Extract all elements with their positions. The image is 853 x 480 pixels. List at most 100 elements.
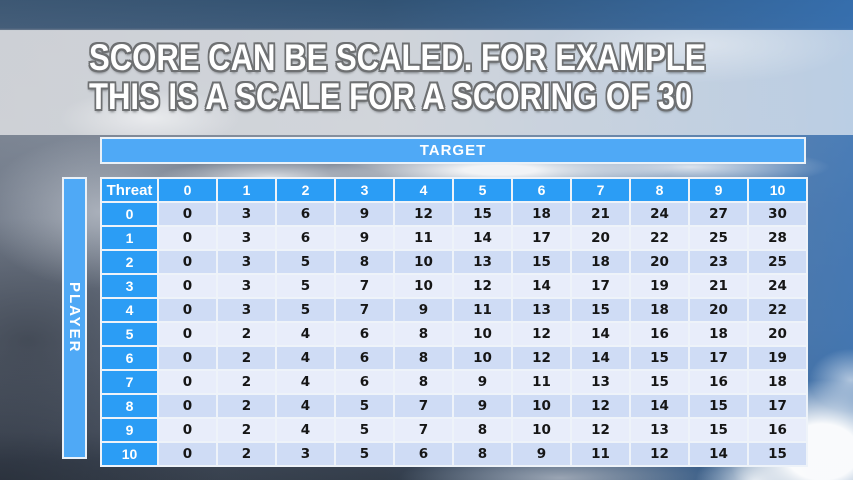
score-cell: 2 — [218, 371, 275, 393]
column-header-cell: 5 — [454, 179, 511, 201]
score-cell: 24 — [749, 275, 806, 297]
score-cell: 20 — [749, 323, 806, 345]
score-cell: 16 — [631, 323, 688, 345]
score-cell: 2 — [218, 419, 275, 441]
score-cell: 0 — [159, 203, 216, 225]
row-header-cell: 1 — [102, 227, 157, 249]
score-cell: 4 — [277, 395, 334, 417]
score-cell: 14 — [690, 443, 747, 465]
score-cell: 15 — [454, 203, 511, 225]
score-cell: 2 — [218, 395, 275, 417]
slide-title: SCORE CAN BE SCALED. FOR EXAMPLE THIS IS… — [89, 38, 705, 116]
score-cell: 7 — [395, 395, 452, 417]
row-header-cell: 10 — [102, 443, 157, 465]
row-header-cell: 4 — [102, 299, 157, 321]
score-cell: 8 — [395, 371, 452, 393]
target-header-bar: TARGET — [100, 137, 806, 164]
score-cell: 4 — [277, 371, 334, 393]
score-cell: 5 — [336, 443, 393, 465]
score-cell: 9 — [513, 443, 570, 465]
score-cell: 18 — [631, 299, 688, 321]
target-header-label: TARGET — [419, 142, 487, 159]
row-header-cell: 2 — [102, 251, 157, 273]
score-cell: 0 — [159, 323, 216, 345]
score-cell: 9 — [454, 371, 511, 393]
score-cell: 12 — [513, 347, 570, 369]
score-cell: 5 — [277, 251, 334, 273]
score-cell: 0 — [159, 419, 216, 441]
score-cell: 7 — [395, 419, 452, 441]
score-cell: 3 — [218, 275, 275, 297]
score-cell: 8 — [395, 347, 452, 369]
score-cell: 0 — [159, 395, 216, 417]
score-cell: 2 — [218, 347, 275, 369]
score-cell: 16 — [690, 371, 747, 393]
score-cell: 5 — [336, 419, 393, 441]
score-cell: 22 — [631, 227, 688, 249]
score-cell: 6 — [336, 323, 393, 345]
score-cell: 17 — [690, 347, 747, 369]
score-cell: 20 — [690, 299, 747, 321]
column-header-cell: 3 — [336, 179, 393, 201]
column-header-cell: 0 — [159, 179, 216, 201]
score-cell: 16 — [749, 419, 806, 441]
score-cell: 0 — [159, 443, 216, 465]
score-cell: 15 — [690, 395, 747, 417]
score-cell: 15 — [631, 347, 688, 369]
score-cell: 14 — [454, 227, 511, 249]
score-cell: 5 — [277, 299, 334, 321]
score-cell: 28 — [749, 227, 806, 249]
score-cell: 23 — [690, 251, 747, 273]
score-cell: 17 — [572, 275, 629, 297]
score-cell: 30 — [749, 203, 806, 225]
row-header-cell: 8 — [102, 395, 157, 417]
score-cell: 19 — [631, 275, 688, 297]
score-cell: 10 — [395, 275, 452, 297]
score-cell: 25 — [749, 251, 806, 273]
score-cell: 21 — [572, 203, 629, 225]
score-cell: 13 — [572, 371, 629, 393]
player-header-bar: PLAYER — [62, 177, 87, 459]
score-cell: 10 — [513, 395, 570, 417]
row-header-cell: 3 — [102, 275, 157, 297]
score-cell: 19 — [749, 347, 806, 369]
score-cell: 8 — [395, 323, 452, 345]
row-header-cell: 5 — [102, 323, 157, 345]
score-cell: 0 — [159, 347, 216, 369]
score-cell: 12 — [572, 419, 629, 441]
score-cell: 0 — [159, 275, 216, 297]
score-cell: 10 — [513, 419, 570, 441]
score-cell: 0 — [159, 251, 216, 273]
score-cell: 18 — [749, 371, 806, 393]
column-header-cell: 2 — [277, 179, 334, 201]
score-cell: 6 — [336, 371, 393, 393]
score-cell: 14 — [572, 323, 629, 345]
score-cell: 13 — [631, 419, 688, 441]
score-cell: 3 — [218, 299, 275, 321]
slide-title-line1: SCORE CAN BE SCALED. FOR EXAMPLE — [89, 37, 706, 78]
score-cell: 6 — [336, 347, 393, 369]
score-cell: 18 — [513, 203, 570, 225]
score-cell: 9 — [336, 227, 393, 249]
score-cell: 9 — [395, 299, 452, 321]
score-cell: 6 — [277, 203, 334, 225]
row-header-cell: 6 — [102, 347, 157, 369]
column-header-cell: 9 — [690, 179, 747, 201]
score-cell: 15 — [690, 419, 747, 441]
score-cell: 12 — [572, 395, 629, 417]
score-cell: 3 — [277, 443, 334, 465]
score-cell: 2 — [218, 323, 275, 345]
score-cell: 14 — [572, 347, 629, 369]
row-header-cell: 9 — [102, 419, 157, 441]
score-cell: 12 — [395, 203, 452, 225]
score-cell: 15 — [749, 443, 806, 465]
score-cell: 7 — [336, 299, 393, 321]
score-cell: 0 — [159, 371, 216, 393]
score-cell: 20 — [631, 251, 688, 273]
score-cell: 3 — [218, 203, 275, 225]
score-cell: 15 — [572, 299, 629, 321]
score-cell: 12 — [454, 275, 511, 297]
score-cell: 13 — [513, 299, 570, 321]
column-header-cell: 7 — [572, 179, 629, 201]
